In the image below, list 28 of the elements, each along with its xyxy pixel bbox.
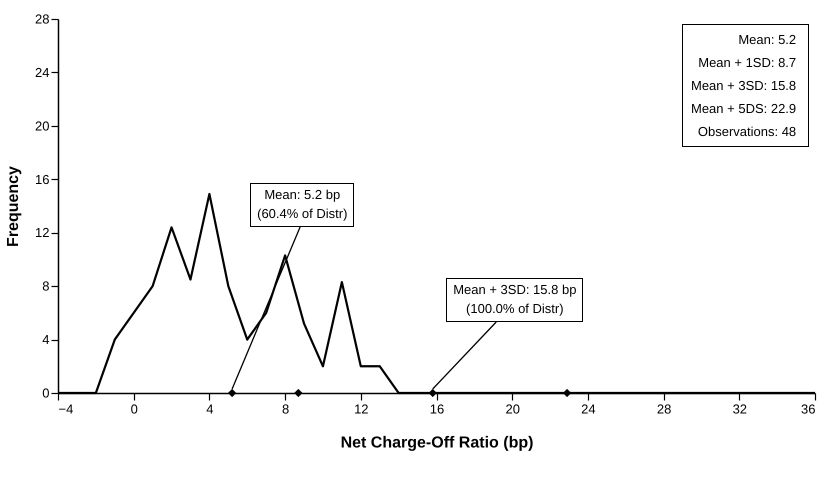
x-tick-label: −4: [58, 402, 74, 416]
annotation: Mean + 5DS: 22.9: [691, 100, 796, 118]
x-tick-label: 24: [581, 402, 596, 416]
y-tick-label: 0: [42, 386, 50, 400]
annotation: Mean: 5.2 bp (60.4% of Distr): [250, 183, 354, 227]
y-tick-label: 28: [35, 12, 50, 26]
x-axis-title: Net Charge-Off Ratio (bp): [340, 434, 534, 452]
y-tick-label: 20: [35, 118, 50, 134]
annotation: Mean + 3SD: 15.8: [691, 77, 796, 95]
annotation: Mean: 5.2: [737, 31, 796, 49]
x-tick-label: 16: [430, 402, 444, 416]
x-tick-label: 32: [732, 402, 748, 416]
y-tick-label: 24: [35, 64, 50, 80]
x-tick-label: 8: [282, 402, 290, 416]
x-tick-label: 12: [354, 402, 369, 416]
x-tick-label: 36: [801, 402, 816, 416]
annotation: Mean + 3SD: 15.8 bp (100.0% of Distr): [446, 278, 584, 322]
annotation: Mean + 1SD: 8.7: [697, 54, 796, 72]
y-tick-label: 4: [42, 332, 50, 348]
x-tick-label: 20: [505, 402, 520, 416]
x-tick-label: 0: [130, 402, 138, 416]
y-tick-label: 8: [42, 278, 50, 294]
annotation: Observations: 48: [696, 123, 796, 141]
y-tick-label: 12: [35, 225, 50, 240]
x-tick-label: 4: [206, 402, 214, 416]
x-tick-label: 28: [656, 402, 672, 416]
y-axis-title: Frequency: [5, 166, 22, 247]
y-tick-label: 16: [35, 172, 50, 187]
